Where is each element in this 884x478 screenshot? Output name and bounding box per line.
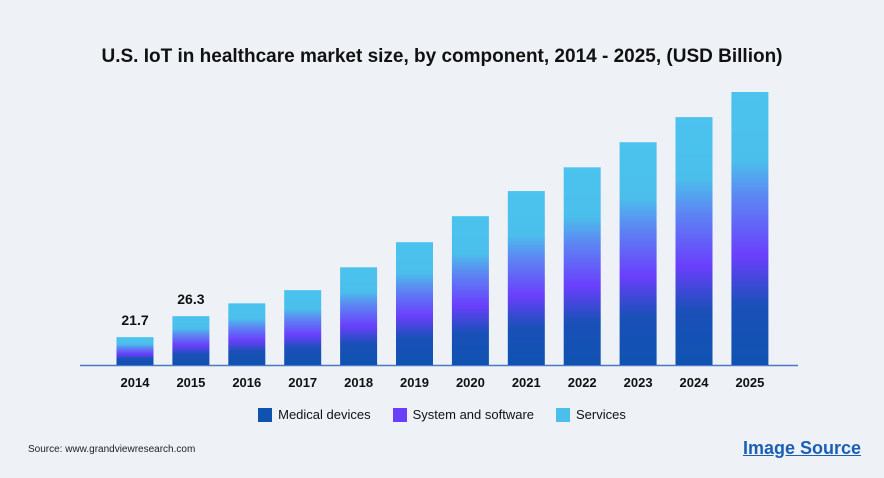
x-tick-label: 2019 xyxy=(400,375,429,390)
legend-label: Services xyxy=(576,407,626,422)
x-tick-label: 2014 xyxy=(121,375,151,390)
legend-swatch xyxy=(556,407,571,422)
legend: Medical devices System and software Serv… xyxy=(0,407,884,422)
bar-2019 xyxy=(396,242,433,365)
x-tick-label: 2023 xyxy=(624,375,653,390)
legend-swatch xyxy=(392,407,407,422)
bar-2015 xyxy=(172,316,210,365)
chart-plot: 2014 21.7 2015 26.3 2016 2017 2018 2019 2020 2021… xyxy=(80,92,798,390)
legend-item-system-software: System and software xyxy=(392,407,535,422)
legend-label: System and software xyxy=(412,407,535,422)
x-tick-label: 2022 xyxy=(568,375,597,390)
bar-2023 xyxy=(619,142,657,365)
bar-2014 xyxy=(116,337,154,365)
x-tick-label: 2021 xyxy=(512,375,541,390)
legend-label: Medical devices xyxy=(278,407,371,422)
chart-title: U.S. IoT in healthcare market size, by c… xyxy=(101,46,783,67)
legend-swatch xyxy=(258,407,273,422)
legend-item-medical-devices: Medical devices xyxy=(258,407,371,422)
bar-2022 xyxy=(563,167,601,365)
bar-2016 xyxy=(228,303,266,365)
x-tick-label: 2015 xyxy=(176,375,205,390)
image-source-link[interactable]: Image Source xyxy=(742,438,861,458)
bar-2025 xyxy=(731,92,769,365)
bar-2017 xyxy=(284,290,322,365)
bar-2024 xyxy=(675,117,713,365)
x-tick-label: 2016 xyxy=(232,375,261,390)
x-tick-label: 2025 xyxy=(735,375,764,390)
x-tick-label: 2018 xyxy=(344,375,373,390)
bar-2021 xyxy=(507,191,545,365)
bar-2020 xyxy=(451,216,489,365)
legend-item-services: Services xyxy=(556,407,626,422)
source-text: Source: www.grandviewresearch.com xyxy=(28,444,196,455)
x-tick-label: 2020 xyxy=(456,375,485,390)
bar-2018 xyxy=(340,267,378,365)
x-tick-label: 2024 xyxy=(680,375,710,390)
data-label: 21.7 xyxy=(121,312,148,328)
x-tick-label: 2017 xyxy=(288,375,317,390)
data-label: 26.3 xyxy=(177,291,204,307)
